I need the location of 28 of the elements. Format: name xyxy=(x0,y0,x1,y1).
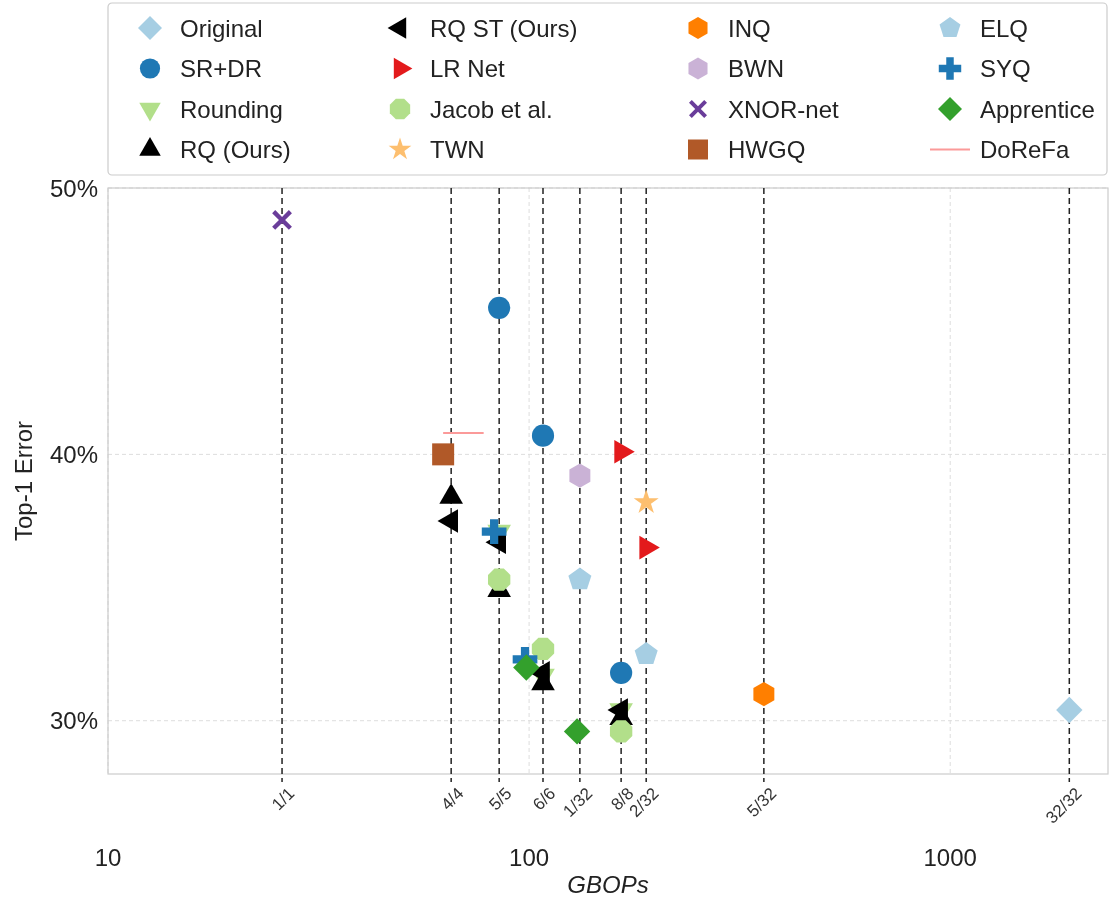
legend-label: SYQ xyxy=(980,55,1031,82)
y-tick-label: 50% xyxy=(49,174,98,202)
y-axis-title: Top-1 Error xyxy=(10,420,37,542)
annotation: 5/5 xyxy=(485,783,516,815)
y-tick-label: 30% xyxy=(49,707,98,735)
legend-label: RQ (Ours) xyxy=(180,136,291,163)
legend-label: XNOR-net xyxy=(728,95,840,123)
x-tick-label: 1000 xyxy=(923,844,977,871)
x-axis-title: GBOPs xyxy=(567,871,649,898)
legend-label: DoReFa xyxy=(980,136,1071,163)
x-tick-label: 100 xyxy=(509,844,550,871)
legend-label: INQ xyxy=(728,14,771,42)
legend-label: Rounding xyxy=(180,95,283,123)
x-tick-label: 10 xyxy=(94,844,122,871)
legend-label: RQ ST (Ours) xyxy=(430,14,578,42)
annotation: 1/1 xyxy=(268,783,299,815)
legend-label: TWN xyxy=(430,136,485,163)
legend-label: SR+DR xyxy=(180,55,263,82)
legend-label: LR Net xyxy=(430,55,506,82)
annotation: 6/6 xyxy=(529,783,560,815)
legend-label: Jacob et al. xyxy=(430,95,553,123)
legend-label: BWN xyxy=(728,55,784,82)
legend-label: ELQ xyxy=(980,14,1029,42)
legend-label: HWGQ xyxy=(728,136,806,163)
annotation: 4/4 xyxy=(437,783,468,815)
y-tick-label: 40% xyxy=(49,440,98,468)
legend-label: Original xyxy=(180,14,263,42)
legend-label: Apprentice xyxy=(980,95,1095,123)
